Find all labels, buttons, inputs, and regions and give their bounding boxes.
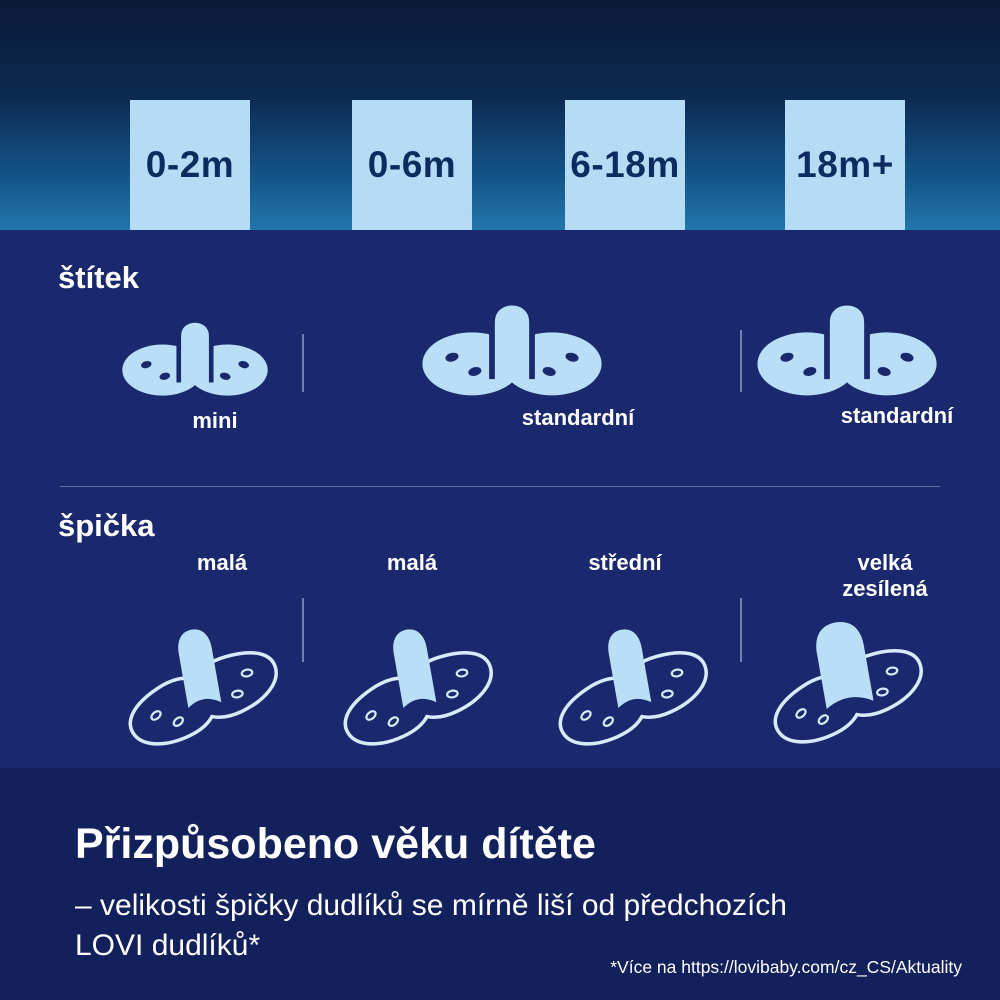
age-badge-label: 18m+ <box>796 144 894 185</box>
column-divider <box>302 334 304 392</box>
tip-size-label: velká zesílená <box>842 550 928 602</box>
comparison-panel: štítek mini standardní standardní špička… <box>0 230 1000 768</box>
pacifier-shield-icon <box>120 302 270 401</box>
shield-size-label: standardní <box>521 405 635 430</box>
shield-size-label: mini <box>192 408 238 433</box>
column-divider <box>740 330 742 392</box>
footer-heading: Přizpůsobeno věku dítěte <box>75 820 596 868</box>
pacifier-tip-icon <box>542 608 719 758</box>
age-badge-label: 6-18m <box>570 144 680 185</box>
age-badge-0-6m: 0-6m <box>352 100 472 230</box>
tip-row-title: špička <box>58 508 155 543</box>
footer-panel: Přizpůsobeno věku dítěte – velikosti špi… <box>0 768 1000 1000</box>
tip-size-label: malá <box>386 550 438 575</box>
shield-row-title: štítek <box>58 260 139 295</box>
column-divider <box>740 598 742 662</box>
pacifier-shield-icon <box>754 280 940 402</box>
age-badge-label: 0-2m <box>145 144 235 185</box>
tip-size-label: malá <box>196 550 248 575</box>
pacifier-tip-large-icon <box>757 606 934 756</box>
column-divider <box>302 598 304 662</box>
age-badge-0-2m: 0-2m <box>130 100 250 230</box>
age-badge-6-18m: 6-18m <box>565 100 685 230</box>
age-header-band: 0-2m 0-6m 6-18m 18m+ <box>0 0 1000 230</box>
tip-size-label: střední <box>588 550 662 575</box>
footer-subtext-line1: – velikosti špičky dudlíků se mírně liší… <box>75 889 787 922</box>
row-divider <box>60 486 940 487</box>
age-badge-label: 0-6m <box>367 144 457 185</box>
footer-subtext-line2: LOVI dudlíků* <box>75 929 261 962</box>
pacifier-tip-icon <box>327 608 504 758</box>
pacifier-shield-icon <box>419 280 605 402</box>
footnote-url: *Více na https://lovibaby.com/cz_CS/Aktu… <box>610 957 962 977</box>
pacifier-tip-icon <box>112 608 289 758</box>
shield-size-label: standardní <box>840 403 954 428</box>
footer-subtext: – velikosti špičky dudlíků se mírně liší… <box>75 886 787 966</box>
age-badge-18m-plus: 18m+ <box>785 100 905 230</box>
